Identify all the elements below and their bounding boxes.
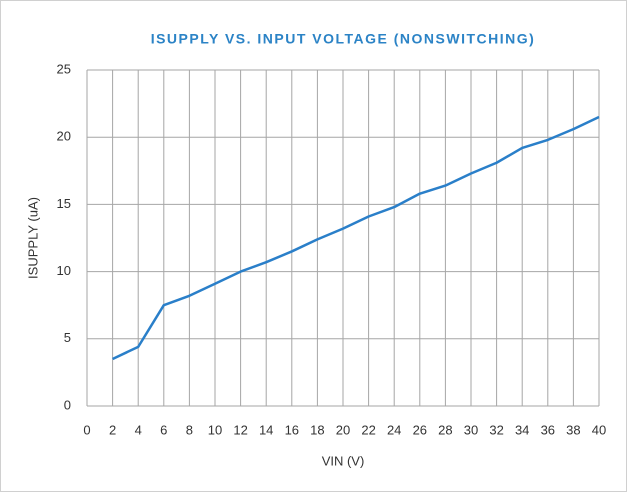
x-tick-label: 24 bbox=[387, 422, 401, 437]
x-tick-label: 18 bbox=[310, 422, 324, 437]
x-tick-label: 2 bbox=[109, 422, 116, 437]
y-tick-label: 20 bbox=[57, 129, 71, 144]
y-tick-label: 10 bbox=[57, 263, 71, 278]
y-axis-label: ISUPPLY (uA) bbox=[25, 197, 40, 279]
x-tick-label: 16 bbox=[285, 422, 299, 437]
x-tick-label: 32 bbox=[489, 422, 503, 437]
data-line bbox=[112, 115, 600, 361]
x-tick-label: 20 bbox=[336, 422, 350, 437]
x-tick-label: 36 bbox=[541, 422, 555, 437]
y-tick-label: 0 bbox=[64, 397, 71, 412]
x-tick-label: 30 bbox=[464, 422, 478, 437]
x-tick-label: 8 bbox=[186, 422, 193, 437]
x-tick-label: 26 bbox=[413, 422, 427, 437]
x-tick-label: 40 bbox=[592, 422, 606, 437]
x-tick-label: 12 bbox=[233, 422, 247, 437]
y-tick-label: 15 bbox=[57, 196, 71, 211]
x-tick-label: 34 bbox=[515, 422, 529, 437]
x-tick-label: 10 bbox=[208, 422, 222, 437]
x-tick-label: 38 bbox=[566, 422, 580, 437]
chart-title: ISUPPLY VS. INPUT VOLTAGE (NONSWITCHING) bbox=[151, 31, 536, 47]
y-tick-label: 5 bbox=[64, 330, 71, 345]
x-tick-label: 28 bbox=[438, 422, 452, 437]
x-tick-label: 22 bbox=[361, 422, 375, 437]
x-axis-label: VIN (V) bbox=[322, 453, 365, 468]
x-tick-label: 6 bbox=[160, 422, 167, 437]
x-tick-label: 14 bbox=[259, 422, 273, 437]
x-tick-label: 0 bbox=[83, 422, 90, 437]
y-tick-label: 25 bbox=[57, 61, 71, 76]
x-tick-label: 4 bbox=[135, 422, 142, 437]
